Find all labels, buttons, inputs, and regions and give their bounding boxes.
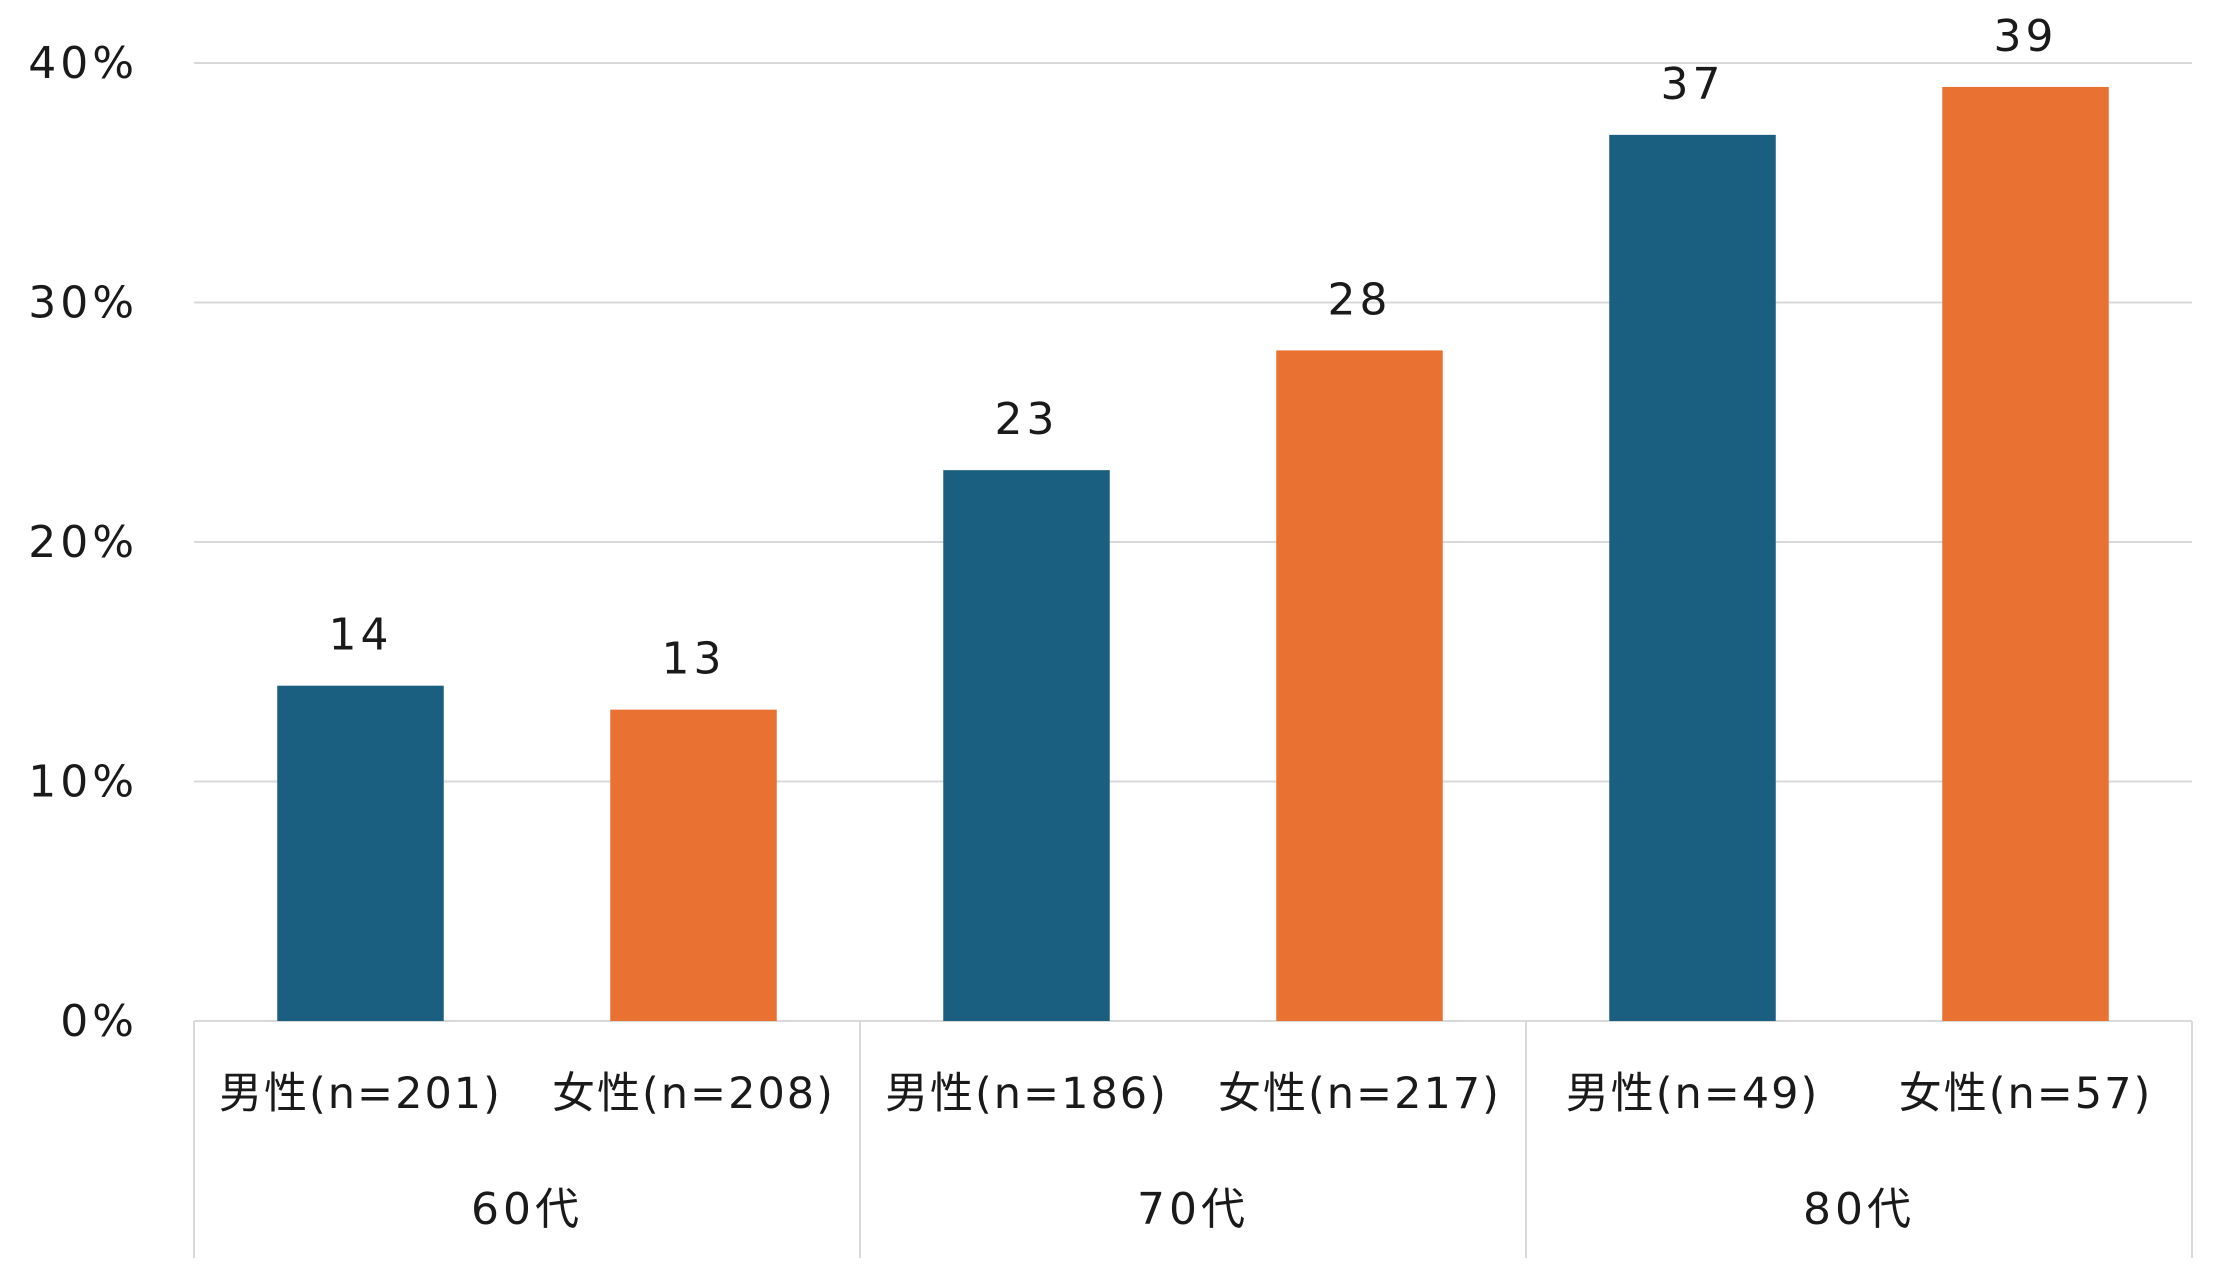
group-label: 60代 bbox=[471, 1184, 583, 1235]
category-label: 男性(n=186) bbox=[885, 1069, 1168, 1119]
bar bbox=[943, 470, 1110, 1021]
data-label: 37 bbox=[1661, 59, 1725, 110]
data-label: 39 bbox=[1994, 11, 2058, 62]
bar bbox=[610, 709, 777, 1021]
bars bbox=[277, 86, 2109, 1022]
y-tick-label: 0% bbox=[60, 996, 138, 1047]
data-label: 28 bbox=[1328, 274, 1392, 325]
bar bbox=[1942, 86, 2109, 1021]
category-label: 女性(n=217) bbox=[1218, 1069, 1501, 1119]
category-label: 女性(n=57) bbox=[1899, 1069, 2153, 1119]
bar bbox=[1276, 350, 1443, 1021]
data-label: 14 bbox=[329, 610, 393, 661]
group-label: 70代 bbox=[1137, 1184, 1249, 1235]
data-label: 23 bbox=[995, 394, 1059, 445]
category-label: 女性(n=208) bbox=[552, 1069, 835, 1119]
bar bbox=[277, 685, 444, 1021]
y-tick-label: 10% bbox=[28, 757, 138, 808]
y-tick-label: 20% bbox=[28, 517, 138, 568]
y-tick-label: 40% bbox=[28, 38, 138, 89]
group-label: 80代 bbox=[1803, 1184, 1915, 1235]
bar bbox=[1609, 134, 1776, 1022]
category-label: 男性(n=49) bbox=[1566, 1069, 1820, 1119]
category-label: 男性(n=201) bbox=[219, 1069, 502, 1119]
data-label: 13 bbox=[662, 634, 726, 685]
labels: 0% 10% 20% 30% 40% 14 男性(n=201) 13 女性(n=208) 60代 2… bbox=[28, 11, 2153, 1235]
gridlines bbox=[194, 62, 2192, 783]
axes bbox=[193, 1020, 2193, 1258]
y-tick-label: 30% bbox=[28, 278, 138, 329]
